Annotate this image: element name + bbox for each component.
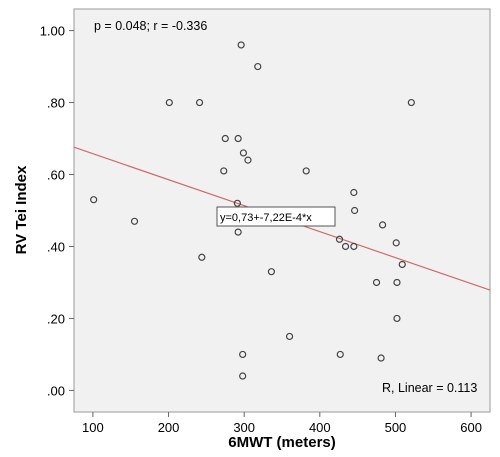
y-tick-label: .20 bbox=[47, 311, 65, 326]
stats-annotation: p = 0.048; r = -0.336 bbox=[94, 19, 207, 33]
data-point bbox=[285, 332, 294, 341]
data-point bbox=[165, 98, 173, 107]
data-point bbox=[234, 228, 242, 236]
x-axis-title: 6MWT (meters) bbox=[228, 434, 336, 451]
y-tick-label: 1.00 bbox=[40, 24, 65, 39]
data-point bbox=[372, 278, 381, 287]
data-point bbox=[407, 98, 415, 107]
x-tick-label: 400 bbox=[309, 420, 331, 435]
fit-equation-box bbox=[216, 206, 336, 227]
data-point bbox=[130, 217, 139, 225]
data-point bbox=[221, 134, 229, 143]
y-tick-label: .00 bbox=[47, 383, 65, 398]
data-point bbox=[302, 167, 310, 175]
data-point bbox=[244, 156, 252, 164]
data-point bbox=[393, 278, 401, 287]
data-point bbox=[198, 253, 206, 261]
data-point bbox=[393, 314, 401, 323]
data-point bbox=[237, 41, 245, 49]
data-point bbox=[220, 167, 228, 175]
x-tick-label: 200 bbox=[158, 420, 180, 435]
data-point bbox=[341, 242, 350, 251]
data-point bbox=[378, 221, 387, 229]
x-tick-label: 500 bbox=[385, 420, 407, 435]
data-point bbox=[350, 242, 358, 251]
r-squared-annotation: R, Linear = 0.113 bbox=[382, 381, 477, 395]
fit-equation-label: y=0,73+-7,22E-4*x bbox=[216, 206, 336, 227]
data-point bbox=[377, 354, 385, 362]
data-point bbox=[239, 350, 247, 359]
data-point bbox=[398, 260, 406, 269]
data-point bbox=[336, 350, 344, 359]
y-axis-title: RV Tei Index bbox=[13, 165, 30, 254]
data-point bbox=[234, 134, 242, 143]
y-tick-label: .40 bbox=[47, 239, 65, 254]
data-point bbox=[351, 206, 359, 215]
data-point bbox=[392, 239, 400, 247]
data-point bbox=[239, 149, 248, 157]
data-point bbox=[267, 268, 276, 276]
x-tick-label: 600 bbox=[460, 420, 482, 435]
data-point bbox=[90, 196, 98, 204]
data-point bbox=[195, 98, 204, 107]
data-point bbox=[335, 235, 344, 243]
data-point bbox=[254, 62, 262, 71]
x-tick-label: 100 bbox=[82, 420, 104, 435]
fit-equation-text: y=0,73+-7,22E-4*x bbox=[220, 212, 312, 224]
y-tick-label: .60 bbox=[47, 168, 65, 183]
data-point bbox=[239, 372, 247, 380]
y-tick-label: .80 bbox=[47, 96, 65, 111]
data-point bbox=[350, 188, 358, 197]
x-tick-label: 300 bbox=[233, 420, 255, 435]
data-point bbox=[233, 199, 241, 207]
